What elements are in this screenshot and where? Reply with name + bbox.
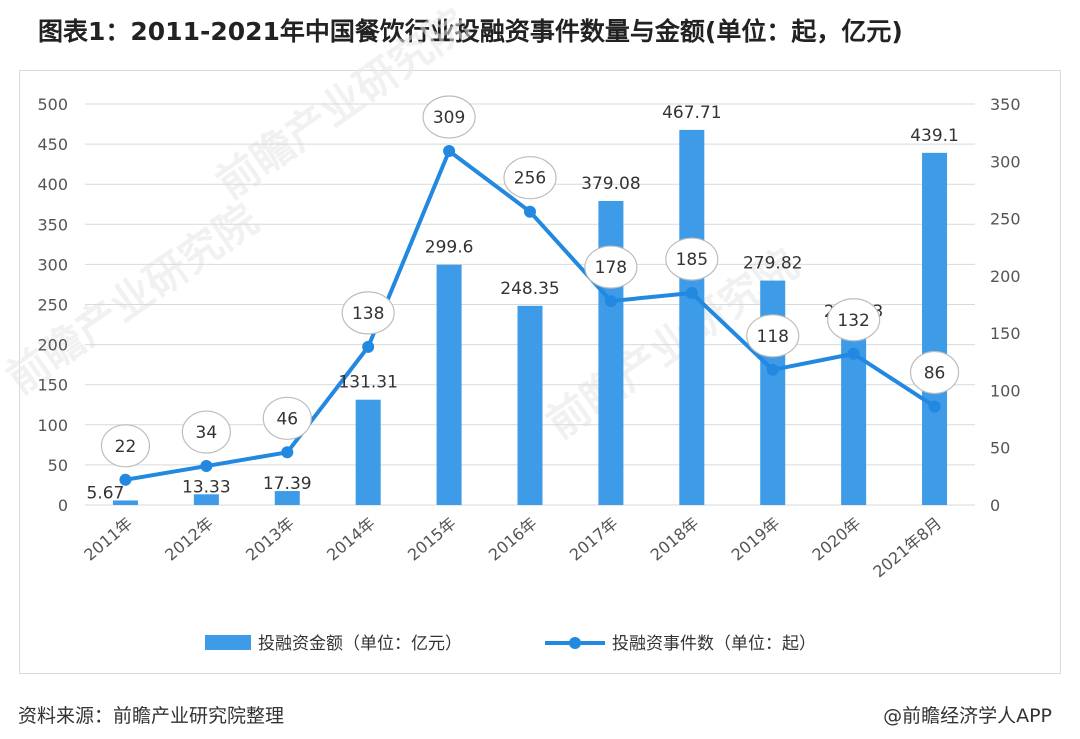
- y-left-tick-label: 500: [37, 95, 68, 114]
- x-tick-label: 2020年: [809, 514, 865, 565]
- bar: [193, 494, 219, 505]
- y-right-tick-label: 200: [990, 267, 1021, 286]
- line-label-bubble: [422, 95, 476, 139]
- x-tick-label: 2014年: [323, 514, 379, 565]
- line-data-label: 118: [757, 327, 789, 347]
- line-data-label: 185: [676, 250, 708, 270]
- legend-line-marker: [569, 637, 581, 649]
- y-left-tick-label: 200: [37, 336, 68, 355]
- y-axis-left: 0 50 100 150 200 250 300 350 400 450 500: [37, 95, 68, 515]
- source-note: 资料来源：前瞻产业研究院整理: [18, 705, 285, 727]
- line-label-bubble: [909, 350, 960, 395]
- line-label-bubble: [341, 291, 395, 335]
- bar-data-label: 5.67: [87, 483, 125, 503]
- bar-data-label: 17.39: [263, 474, 312, 494]
- bar: [112, 500, 138, 505]
- bar-data-label: 439.1: [910, 126, 959, 146]
- x-tick-label: 2015年: [404, 514, 460, 565]
- bar: [436, 264, 462, 505]
- line-point: [443, 144, 456, 157]
- line-label-bubble: [746, 314, 800, 358]
- bar-data-label: 13.33: [182, 477, 231, 497]
- line-point: [119, 473, 132, 486]
- y-left-tick-label: 100: [37, 416, 68, 435]
- legend-bar-swatch: [205, 635, 251, 650]
- chart-frame: [19, 70, 1061, 674]
- y-left-tick-label: 50: [48, 456, 68, 475]
- line-data-labels: 22 34 46 138 309 256 178 185 118 132 86: [100, 95, 960, 468]
- line-data-label: 46: [276, 409, 298, 429]
- bar: [517, 305, 543, 505]
- y-right-tick-label: 100: [990, 381, 1021, 400]
- x-tick-label: 2016年: [485, 514, 541, 565]
- line-label-bubble: [584, 245, 638, 289]
- line-data-label: 22: [115, 437, 137, 457]
- bar-data-label: 299.6: [425, 238, 474, 258]
- y-left-tick-label: 300: [37, 255, 68, 274]
- line-point: [524, 205, 536, 218]
- legend-line-label: 投融资事件数（单位：起）: [612, 634, 816, 654]
- y-right-tick-label: 0: [990, 496, 1000, 515]
- bar: [355, 399, 381, 505]
- y-left-tick-label: 250: [37, 296, 68, 315]
- x-tick-label: 2017年: [566, 514, 622, 565]
- y-right-tick-label: 50: [990, 439, 1010, 458]
- line-data-label: 34: [196, 423, 218, 443]
- line-point: [604, 295, 617, 308]
- line-label-bubble: [100, 424, 151, 468]
- bar-data-label: 248.35: [500, 279, 559, 299]
- line-label-bubble: [503, 156, 557, 200]
- x-tick-label: 2018年: [647, 514, 703, 565]
- bar-data-label: 467.71: [662, 103, 721, 123]
- line-data-label: 309: [433, 108, 465, 128]
- bar-data-labels: 5.67 13.33 17.39 131.31 299.6 248.35 379.08 467…: [87, 103, 959, 504]
- line-point: [200, 460, 213, 473]
- line-label-bubble: [262, 396, 312, 440]
- line-point: [766, 363, 779, 376]
- y-left-tick-label: 450: [37, 135, 68, 154]
- y-right-tick-label: 300: [990, 152, 1021, 171]
- x-tick-label: 2021年8月: [869, 514, 945, 582]
- line-point: [281, 446, 294, 459]
- y-left-tick-label: 400: [37, 175, 68, 194]
- legend: 投融资金额（单位：亿元） 投融资事件数（单位：起）: [205, 634, 816, 654]
- line-label-bubble: [665, 237, 719, 281]
- line-point: [847, 347, 860, 360]
- line-data-label: 138: [352, 304, 384, 324]
- y-left-tick-label: 0: [58, 496, 68, 515]
- line-data-label: 132: [837, 311, 869, 331]
- chart-title: 图表1：2011-2021年中国餐饮行业投融资事件数量与金额(单位：起，亿元): [38, 17, 903, 46]
- bar-data-label: 279.82: [743, 254, 802, 274]
- x-tick-label: 2019年: [728, 514, 784, 565]
- bar: [679, 129, 705, 505]
- x-axis: 2011年 2012年 2013年 2014年 2015年 2016年 2017年 2018年…: [80, 514, 945, 582]
- y-right-tick-label: 250: [990, 210, 1021, 229]
- x-tick-label: 2011年: [80, 514, 136, 565]
- line-point: [928, 400, 941, 413]
- line-label-bubble: [827, 298, 881, 342]
- y-axis-right: 0 50 100 150 200 250 300 350: [990, 95, 1021, 515]
- line-point: [685, 287, 698, 300]
- x-tick-label: 2012年: [161, 514, 217, 565]
- line-series: [119, 144, 941, 486]
- x-tick-label: 2013年: [242, 514, 298, 565]
- line-data-label: 178: [595, 258, 627, 278]
- credit-note: @前瞻经济学人APP: [883, 705, 1052, 727]
- bar: [274, 491, 300, 505]
- line-point: [362, 340, 375, 353]
- y-left-tick-label: 350: [37, 215, 68, 234]
- line-data-label: 86: [924, 363, 946, 383]
- line-label-bubble: [181, 410, 231, 454]
- bar: [922, 152, 948, 505]
- line-data-label: 256: [514, 169, 546, 189]
- y-left-tick-label: 150: [37, 376, 68, 395]
- legend-bar-label: 投融资金额（单位：亿元）: [258, 634, 462, 654]
- bar-data-label: 131.31: [338, 373, 397, 393]
- bar-data-label: 379.08: [581, 174, 640, 194]
- y-right-tick-label: 350: [990, 95, 1021, 114]
- y-right-tick-label: 150: [990, 324, 1021, 343]
